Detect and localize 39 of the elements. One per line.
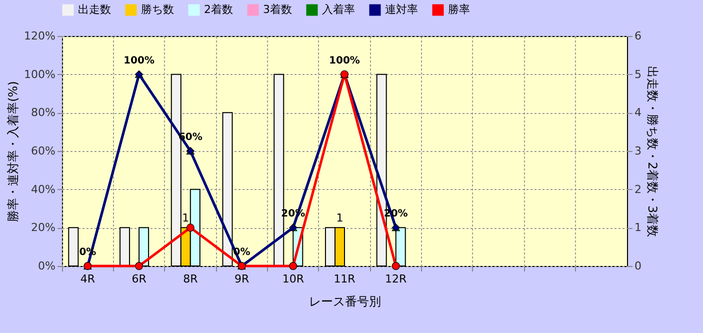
y2-tick-label: 5 (634, 68, 642, 81)
x-axis-title: レース番号別 (309, 294, 381, 308)
y-axis-title: 勝率・連対率・入着率(%) (6, 81, 20, 222)
x-tick-label: 10R (282, 272, 304, 286)
x-tick-label: 9R (234, 272, 250, 286)
y-tick-label: 60% (31, 144, 56, 158)
legend-label: 連対率 (385, 3, 418, 16)
legend-label: 3着数 (263, 3, 292, 16)
y-tick-label: 40% (31, 182, 56, 196)
y2-tick-label: 1 (634, 221, 642, 234)
point (392, 262, 400, 270)
y2-axis-title: 出走数・勝ち数・2着数・3着数 (646, 66, 660, 238)
y-tick-label: 0% (38, 260, 56, 272)
y-tick-label: 80% (31, 106, 56, 120)
point (289, 262, 298, 270)
point (186, 224, 194, 232)
x-tick-label: 6R (132, 272, 147, 286)
legend-label: 勝ち数 (141, 3, 174, 16)
y-tick-label: 120% (24, 30, 56, 42)
y2-tick-label: 3 (634, 144, 642, 158)
x-tick-label: 12R (385, 272, 408, 286)
data-label: 100% (329, 55, 360, 66)
x-tick-label: 8R (183, 272, 198, 286)
y2-tick-label: 6 (634, 30, 642, 42)
point (135, 262, 144, 270)
legend-label: 2着数 (204, 3, 233, 16)
legend-label: 出走数 (78, 3, 111, 16)
x-tick-label: 4R (80, 272, 96, 286)
y-tick-label: 100% (24, 68, 56, 81)
y-tick-label: 20% (31, 221, 56, 234)
x-tick-label: 11R (334, 272, 356, 286)
y2-tick-label: 2 (634, 182, 642, 196)
legend-label: 勝率 (448, 3, 470, 16)
y2-tick-label: 4 (634, 106, 642, 120)
y2-tick-label: 0 (634, 260, 642, 272)
data-label: 1 (336, 212, 344, 225)
data-label: 1 (182, 212, 190, 225)
legend-label: 入着率 (322, 3, 355, 16)
data-label: 100% (124, 55, 154, 66)
